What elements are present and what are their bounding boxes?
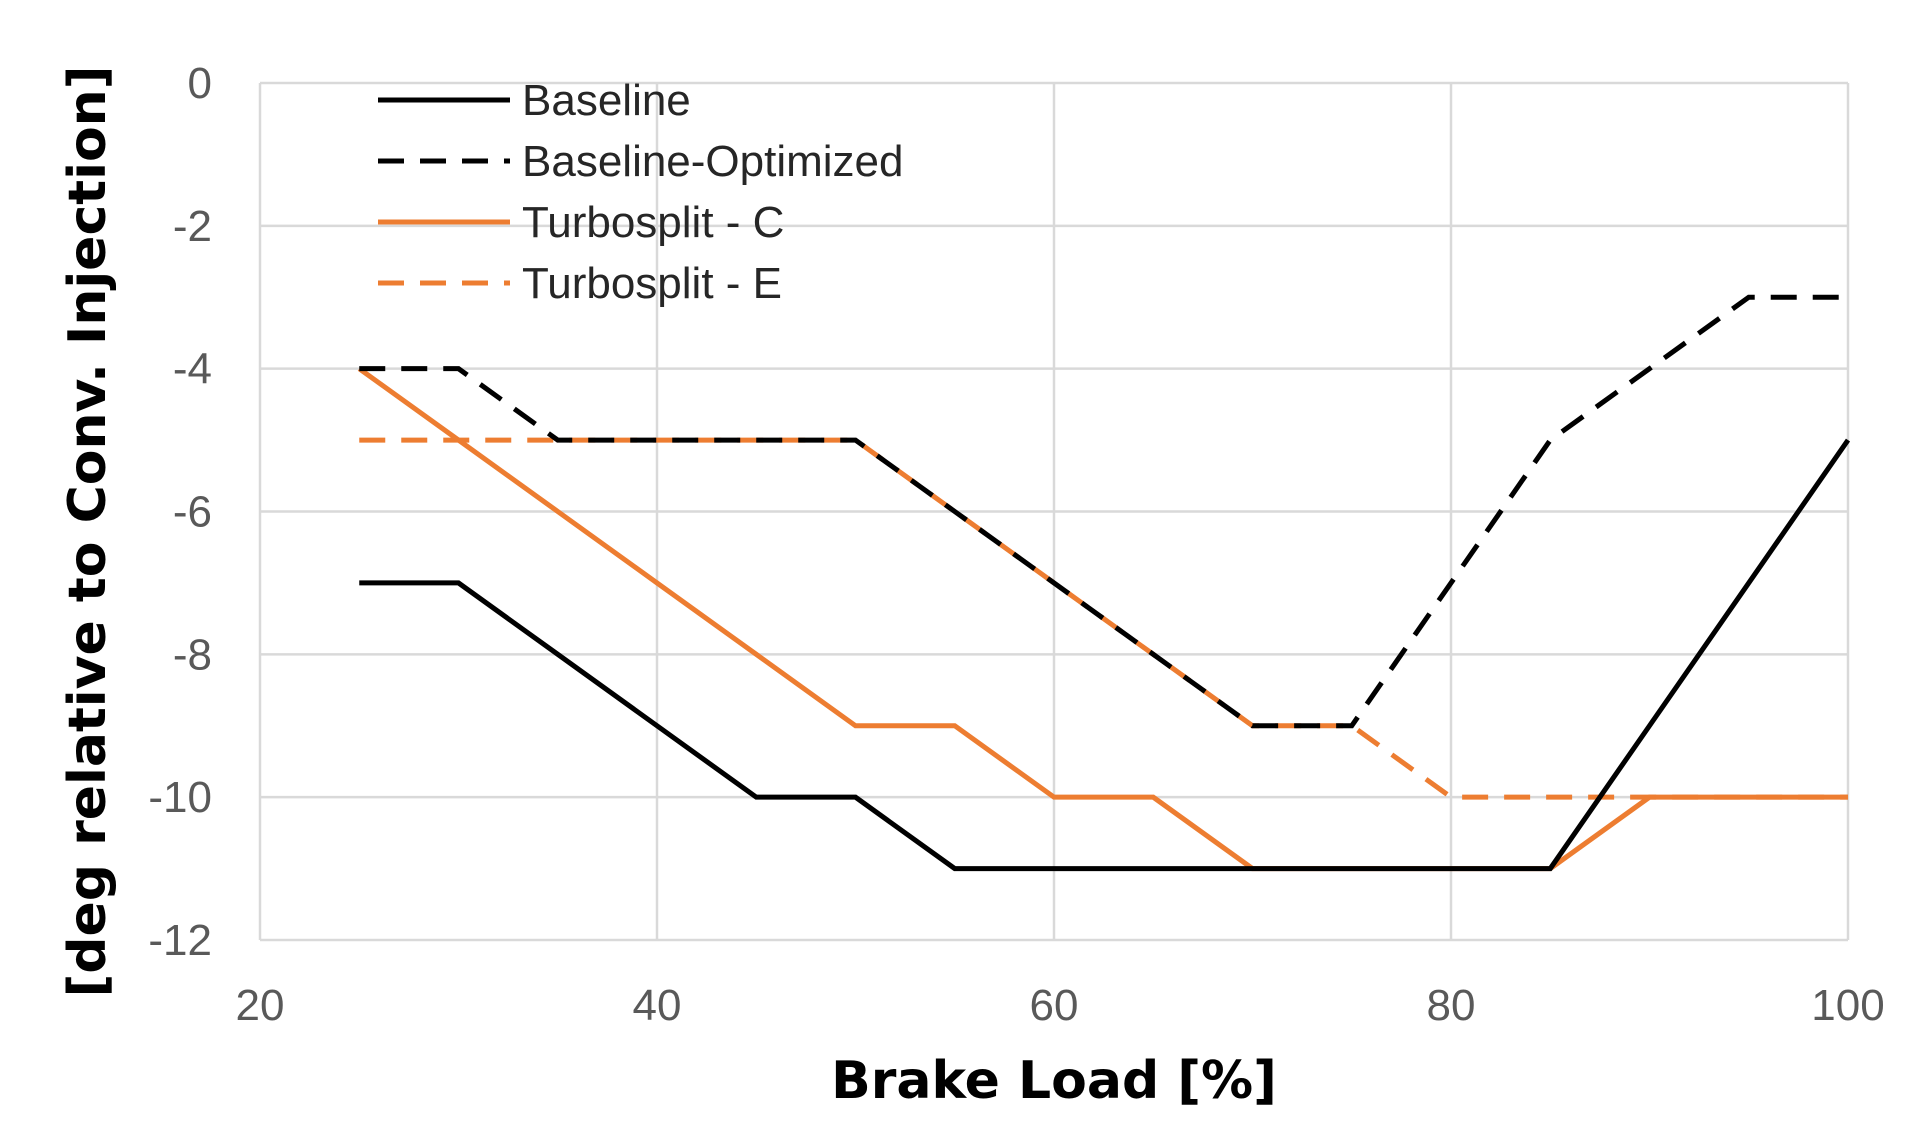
x-tick-label: 80: [1427, 981, 1476, 1030]
y-tick-label: 0: [188, 59, 212, 108]
y-tick-label: -4: [173, 345, 212, 394]
x-tick-label: 40: [633, 981, 682, 1030]
y-tick-label: -2: [173, 202, 212, 251]
y-tick-label: -10: [148, 773, 212, 822]
y-tick-label: -8: [173, 630, 212, 679]
legend: Baseline Baseline-Optimized Turbosplit - C…: [378, 76, 904, 308]
y-tick-labels: 0 -2 -4 -6 -8 -10 -12: [148, 59, 212, 965]
gridlines: [258, 81, 1850, 942]
series-lines: [357, 294, 1851, 872]
x-tick-label: 60: [1030, 981, 1079, 1030]
series-line-baseline: [359, 438, 1851, 872]
legend-label-turbosplit-c: Turbosplit - C: [522, 198, 784, 247]
x-tick-label: 100: [1811, 981, 1884, 1030]
series-line-turbosplit-e: [359, 437, 1848, 800]
series-line-turbosplit-c: [357, 366, 1848, 872]
legend-label-turbosplit-e: Turbosplit - E: [522, 259, 782, 308]
x-tick-label: 20: [236, 981, 285, 1030]
series-line-baseline-optimized: [359, 294, 1848, 729]
x-tick-labels: 20 40 60 80 100: [236, 981, 1885, 1030]
legend-label-baseline: Baseline: [522, 76, 691, 125]
y-axis-title: [deg relative to Conv. Injection]: [58, 66, 118, 998]
y-tick-label: -12: [148, 916, 212, 965]
legend-label-baseline-optimized: Baseline-Optimized: [522, 137, 904, 186]
x-axis-title: Brake Load [%]: [831, 1051, 1277, 1111]
y-tick-label: -6: [173, 488, 212, 537]
